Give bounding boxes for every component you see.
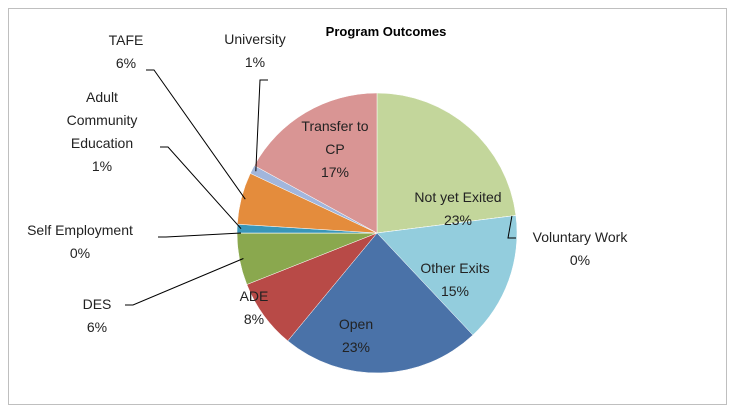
category-label: Not yet Exited [414, 189, 502, 205]
slice-label: Open 23% [316, 313, 396, 359]
slice-label: Transfer to CP 17% [300, 115, 370, 184]
value-label: 0% [569, 252, 591, 268]
slice-label: Not yet Exited 23% [393, 186, 523, 232]
category-label: Other Exits [420, 260, 490, 276]
pie-slice [253, 92, 378, 234]
slice-label: Other Exits 15% [400, 257, 510, 303]
pie-slice [376, 92, 517, 234]
leader-line [158, 232, 242, 238]
value-label: 8% [243, 311, 265, 327]
value-label: 0% [69, 245, 91, 261]
leader-line [255, 79, 268, 172]
slice-label: DES 6% [67, 293, 127, 339]
value-label: 6% [115, 55, 137, 71]
pie-slice [376, 215, 518, 336]
chart-title: Program Outcomes [325, 24, 447, 39]
category-label: Self Employment [27, 222, 133, 238]
slice-label: Self Employment 0% [5, 219, 155, 265]
category-label: DES [82, 296, 112, 312]
category-label: ADE [239, 288, 269, 304]
value-label: 6% [86, 319, 108, 335]
pie-slice [287, 232, 474, 374]
category-label: TAFE [108, 32, 144, 48]
slice-label: University 1% [210, 28, 300, 74]
leader-line [507, 215, 516, 239]
leader-line [146, 69, 246, 200]
category-label: Transfer to CP [301, 118, 369, 157]
category-label: Open [338, 316, 374, 332]
leader-line [125, 258, 244, 306]
leader-line [160, 146, 242, 230]
slice-label: Adult Community Education 1% [52, 86, 152, 178]
category-label: Voluntary Work [532, 229, 628, 245]
value-label: 15% [440, 283, 470, 299]
slice-label: ADE 8% [224, 285, 284, 331]
value-label: 23% [341, 339, 371, 355]
slice-label: TAFE 6% [96, 29, 156, 75]
value-label: 1% [244, 54, 266, 70]
value-label: 1% [91, 158, 113, 174]
value-label: 23% [443, 212, 473, 228]
value-label: 17% [320, 164, 350, 180]
slice-label: Voluntary Work 0% [510, 226, 650, 272]
category-label: University [224, 31, 286, 47]
category-label: Adult Community Education [66, 89, 138, 151]
